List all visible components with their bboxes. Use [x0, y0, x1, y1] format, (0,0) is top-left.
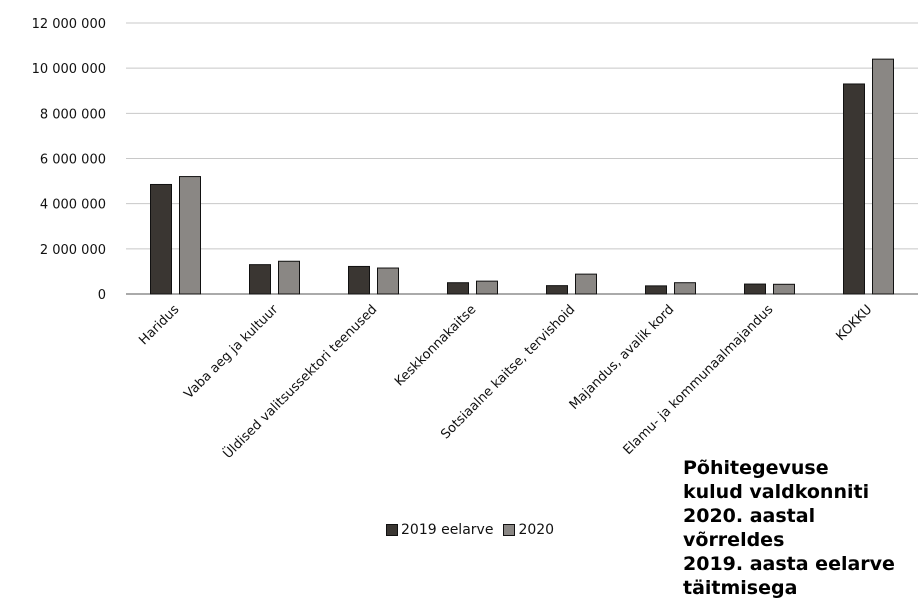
x-category-label: Keskkonnakaitse	[392, 302, 479, 389]
bar-2020	[179, 176, 201, 295]
bar-2020	[476, 280, 498, 295]
legend-label-2020: 2020	[518, 522, 555, 538]
bar-2019	[249, 264, 271, 295]
bars	[150, 58, 894, 295]
y-tick-label: 2 000 000	[40, 243, 106, 258]
bar-2019	[546, 285, 568, 295]
bar-2020	[872, 58, 894, 295]
x-category-label: KOKKU	[833, 302, 875, 344]
legend-swatch-2020	[503, 524, 516, 536]
x-category-label: Vaba aeg ja kultuur	[182, 302, 282, 402]
legend-item-2019: 2019 eelarve	[386, 522, 493, 538]
legend-label-2019: 2019 eelarve	[401, 522, 494, 538]
bar-2019	[843, 83, 865, 295]
bar-2020	[278, 260, 300, 295]
legend-swatch-2019	[386, 524, 398, 536]
y-tick-label: 10 000 000	[32, 62, 106, 77]
bar-2019	[150, 183, 172, 295]
y-axis-ticks: 0 2 000 000 4 000 000 6 000 000 8 000 000 10 …	[32, 17, 106, 303]
chart-caption: Põhitegevuse kulud valdkonniti 2020. aas…	[683, 457, 895, 599]
y-tick-label: 6 000 000	[40, 153, 106, 168]
y-tick-label: 4 000 000	[40, 198, 106, 213]
legend: 2019 eelarve 2020	[386, 522, 554, 538]
bar-2020	[674, 282, 696, 295]
bar-2019	[645, 285, 667, 295]
y-tick-label: 0	[98, 288, 106, 303]
bar-2019	[744, 283, 766, 295]
y-tick-label: 8 000 000	[40, 107, 106, 122]
x-category-label: Üldised valitsussektori teenused	[219, 301, 380, 462]
x-category-label: Haridus	[136, 302, 182, 348]
legend-item-2020: 2020	[503, 522, 554, 538]
bar-2020	[377, 267, 399, 295]
bar-2020	[773, 283, 795, 295]
bar-2019	[348, 265, 370, 295]
bar-2020	[575, 273, 597, 295]
bar-2019	[447, 282, 469, 295]
gridlines	[126, 22, 918, 295]
x-category-label: Majandus, avalik kord	[567, 302, 678, 413]
y-tick-label: 12 000 000	[32, 17, 106, 32]
